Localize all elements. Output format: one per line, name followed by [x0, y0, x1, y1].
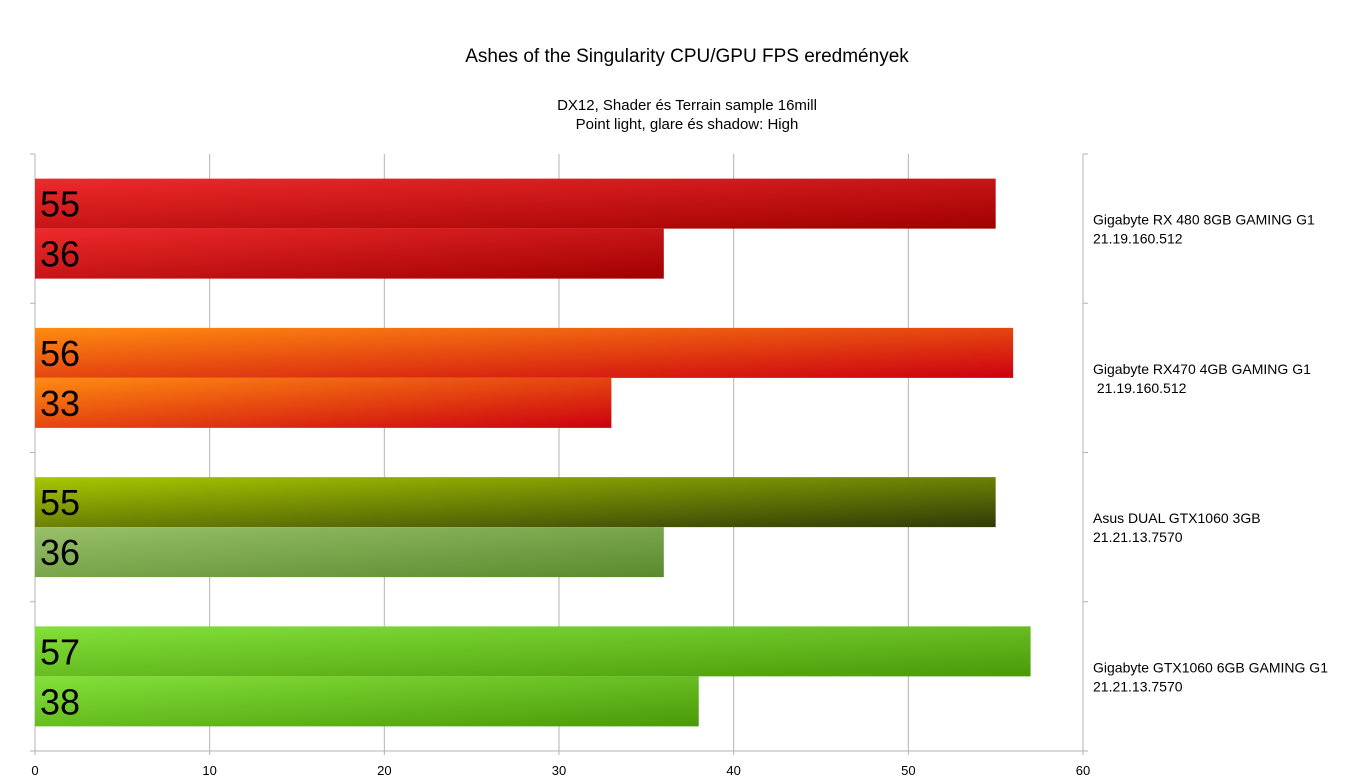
bar-2-2 — [35, 377, 612, 428]
x-tick-label: 50 — [901, 763, 915, 778]
category-label-name: Gigabyte RX470 4GB GAMING G1 — [1093, 361, 1311, 377]
x-tick-label: 20 — [377, 763, 391, 778]
x-tick-label: 10 — [202, 763, 216, 778]
bar-1-1 — [35, 178, 996, 229]
bar-1-2 — [35, 228, 664, 279]
data-label: 33 — [40, 383, 80, 424]
chart-subtitle-line-1: DX12, Shader és Terrain sample 16mill — [557, 97, 817, 114]
category-label-driver: 21.21.13.7570 — [1093, 529, 1183, 545]
category-label-driver: 21.19.160.512 — [1093, 380, 1187, 396]
data-label: 57 — [40, 631, 80, 672]
category-label-name: Gigabyte RX 480 8GB GAMING G1 — [1093, 212, 1315, 228]
x-tick-label: 60 — [1076, 763, 1090, 778]
category-label-driver: 21.19.160.512 — [1093, 231, 1183, 247]
bar-3-1 — [35, 477, 996, 528]
x-tick-label: 30 — [552, 763, 566, 778]
data-label: 55 — [40, 482, 80, 523]
data-label: 55 — [40, 184, 80, 225]
data-label: 36 — [40, 532, 80, 573]
bar-4-1 — [35, 626, 1031, 677]
x-tick-label: 40 — [726, 763, 740, 778]
bar-4-2 — [35, 676, 699, 727]
data-label: 38 — [40, 681, 80, 722]
category-label-driver: 21.21.13.7570 — [1093, 678, 1183, 694]
x-tick-label: 0 — [31, 763, 38, 778]
bar-2-1 — [35, 327, 1014, 378]
data-labels: 55 36 56 33 55 36 57 38 — [40, 184, 80, 723]
bars — [35, 178, 1031, 727]
x-tick-labels: 0 10 20 30 40 50 60 — [31, 763, 1090, 778]
category-labels: Gigabyte RX 480 8GB GAMING G1 21.19.160.5… — [1093, 212, 1328, 695]
chart-subtitle-line-2: Point light, glare és shadow: High — [576, 116, 799, 133]
data-label: 36 — [40, 234, 80, 275]
chart-title: Ashes of the Singularity CPU/GPU FPS ere… — [465, 46, 909, 67]
data-label: 56 — [40, 333, 80, 374]
category-label-name: Asus DUAL GTX1060 3GB — [1093, 510, 1261, 526]
category-label-name: Gigabyte GTX1060 6GB GAMING G1 — [1093, 659, 1328, 675]
bar-3-2 — [35, 527, 664, 578]
